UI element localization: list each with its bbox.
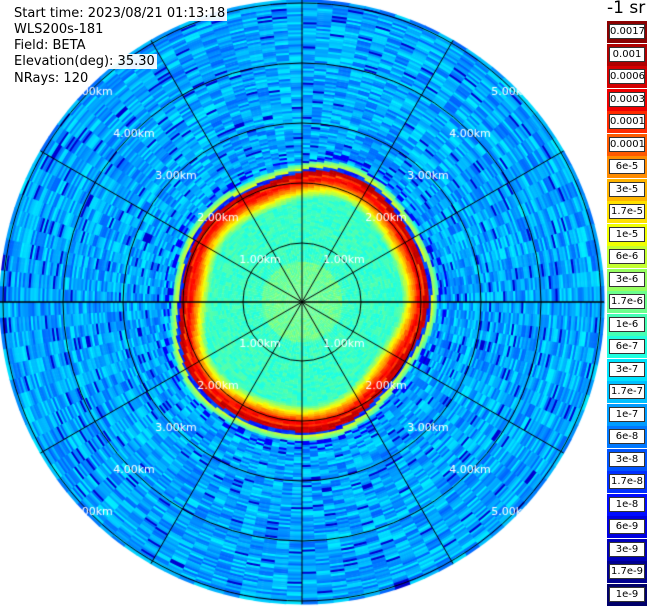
colorbar-swatch: 1.7e-9 bbox=[607, 561, 647, 583]
colorbar-swatch: 1.7e-7 bbox=[607, 381, 647, 403]
colorbar-units: -1 sr bbox=[607, 0, 646, 18]
colorbar-label: 0.0001 bbox=[609, 136, 645, 152]
colorbar-label: 0.0017 bbox=[609, 24, 645, 39]
colorbar: 0.0017 0.001 0.0006 0.0003 0.00017 0.0001 6e-5… bbox=[607, 21, 647, 607]
colorbar-label: 3e-8 bbox=[609, 451, 645, 467]
colorbar-swatch: 0.001 bbox=[607, 43, 647, 66]
colorbar-label: 1.7e-6 bbox=[609, 294, 645, 309]
colorbar-swatch: 6e-7 bbox=[607, 336, 647, 358]
colorbar-swatch: 0.0006 bbox=[607, 66, 647, 88]
colorbar-label: 1e-7 bbox=[609, 406, 645, 422]
colorbar-label: 1.7e-5 bbox=[609, 204, 645, 219]
colorbar-swatch: 1.7e-6 bbox=[607, 291, 647, 313]
colorbar-swatch: 1.7e-8 bbox=[607, 471, 647, 493]
colorbar-label: 1e-6 bbox=[609, 316, 645, 332]
colorbar-swatch: 0.0003 bbox=[607, 88, 647, 111]
colorbar-label: 0.00017 bbox=[609, 114, 645, 129]
colorbar-swatch: 6e-6 bbox=[607, 246, 647, 268]
colorbar-swatch: 3e-8 bbox=[607, 448, 647, 471]
colorbar-swatch: 3e-6 bbox=[607, 268, 647, 291]
colorbar-swatch: 3e-5 bbox=[607, 178, 647, 201]
start-time-text: Start time: 2023/08/21 01:13:18 bbox=[12, 6, 228, 21]
nrays-text: NRays: 120 bbox=[12, 71, 91, 86]
colorbar-label: 1e-9 bbox=[609, 586, 645, 602]
colorbar-label: 6e-6 bbox=[609, 249, 645, 264]
colorbar-swatch: 6e-9 bbox=[607, 516, 647, 538]
colorbar-swatch: 1e-9 bbox=[607, 583, 647, 606]
colorbar-label: 0.001 bbox=[609, 46, 645, 62]
colorbar-swatch: 0.0017 bbox=[607, 21, 647, 43]
colorbar-swatch: 1.7e-5 bbox=[607, 201, 647, 223]
colorbar-label: 0.0006 bbox=[609, 69, 645, 84]
colorbar-swatch: 6e-8 bbox=[607, 426, 647, 448]
colorbar-swatch: 1e-6 bbox=[607, 313, 647, 336]
instrument-name-text: WLS200s-181 bbox=[12, 22, 106, 37]
colorbar-label: 1.7e-8 bbox=[609, 474, 645, 489]
colorbar-label: 6e-9 bbox=[609, 519, 645, 534]
colorbar-label: 1e-8 bbox=[609, 496, 645, 512]
colorbar-swatch: 1e-5 bbox=[607, 223, 647, 246]
colorbar-swatch: 1e-7 bbox=[607, 403, 647, 426]
colorbar-swatch: 3e-7 bbox=[607, 358, 647, 381]
colorbar-swatch: 3e-9 bbox=[607, 538, 647, 561]
colorbar-label: 0.0003 bbox=[609, 91, 645, 107]
colorbar-label: 6e-7 bbox=[609, 339, 645, 354]
colorbar-swatch: 0.00017 bbox=[607, 111, 647, 133]
colorbar-label: 3e-5 bbox=[609, 181, 645, 197]
colorbar-label: 1.7e-9 bbox=[609, 564, 645, 579]
colorbar-swatch: 0.0001 bbox=[607, 133, 647, 156]
elevation-text: Elevation(deg): 35.30 bbox=[12, 54, 157, 69]
colorbar-label: 1e-5 bbox=[609, 226, 645, 242]
colorbar-label: 1.7e-7 bbox=[609, 384, 645, 399]
colorbar-swatch: 6e-5 bbox=[607, 156, 647, 178]
colorbar-label: 6e-5 bbox=[609, 159, 645, 174]
colorbar-swatch: 1e-8 bbox=[607, 493, 647, 516]
colorbar-label: 3e-6 bbox=[609, 271, 645, 287]
colorbar-label: 3e-7 bbox=[609, 361, 645, 377]
colorbar-label: 6e-8 bbox=[609, 429, 645, 444]
field-text: Field: BETA bbox=[12, 38, 88, 53]
colorbar-label: 3e-9 bbox=[609, 541, 645, 557]
